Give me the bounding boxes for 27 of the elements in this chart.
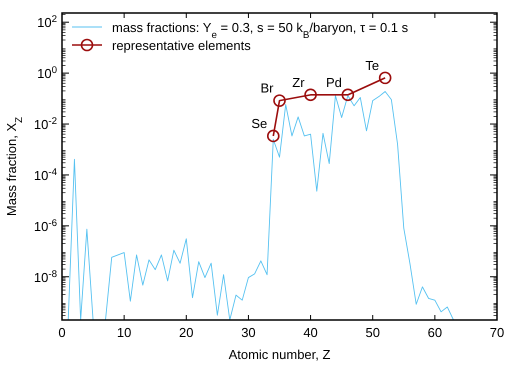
point [378,72,392,84]
annotation: Te [365,58,380,73]
point [342,88,354,102]
annotation: Zr [292,74,306,90]
point [304,88,317,102]
y-tick-label: 10$^{-2}$ [34,116,57,132]
legend-label: representative elements [112,38,252,53]
x-tick-label: 40 [303,325,318,340]
y-tick-label: 10$^{-6}$ [34,217,57,234]
x-tick-label: 20 [179,325,194,340]
x-tick-label: 30 [241,325,256,340]
x-tick-label: 50 [365,325,380,340]
y-tick-label: 10$^{2}$ [37,14,57,30]
annotation: Se [251,116,268,131]
point [266,130,280,142]
point [273,94,286,107]
annotation: Pd [326,74,342,90]
annotation: Br [260,80,274,96]
x-axis-title: Atomic number, Z [228,347,330,362]
x-tick-label: 60 [428,325,442,340]
legend-label: mass fractions: Y$_{e}$ = 0.3, s = 50 k$_{B}$/baryon, τ = 0.1 s [112,20,409,40]
y-tick-label: 10$^{-4}$ [34,166,58,183]
x-tick-label: 0 [58,325,66,340]
y-tick-label: 10$^{-8}$ [34,268,57,285]
x-tick-label: 10 [116,325,132,340]
y-tick-label: 10$^{0}$ [37,64,58,82]
x-tick-label: 70 [490,325,504,340]
